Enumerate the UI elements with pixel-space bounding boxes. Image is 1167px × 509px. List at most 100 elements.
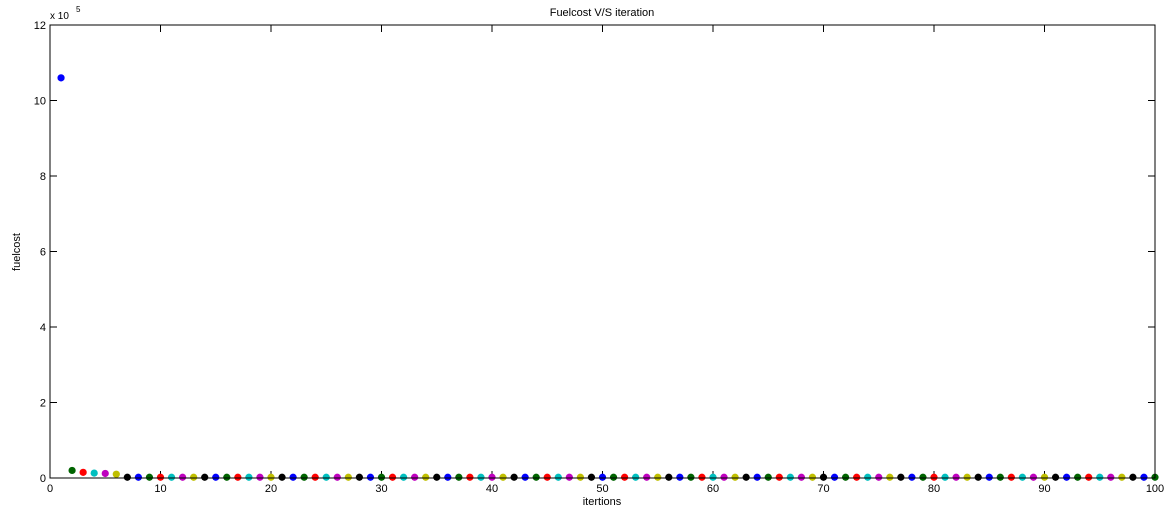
x-tick-label: 100 xyxy=(1146,483,1164,495)
data-point xyxy=(897,473,905,481)
data-point xyxy=(57,74,65,82)
data-point xyxy=(731,473,739,481)
data-point xyxy=(1074,473,1082,481)
y-tick-label: 12 xyxy=(34,20,46,32)
data-point xyxy=(996,473,1004,481)
x-tick-label: 20 xyxy=(265,483,277,495)
y-tick-label: 8 xyxy=(40,171,46,183)
x-tick-label: 70 xyxy=(817,483,829,495)
data-point xyxy=(355,473,363,481)
data-point xyxy=(1040,473,1049,481)
data-point xyxy=(919,473,927,481)
data-point xyxy=(985,473,993,481)
data-point xyxy=(974,473,982,481)
y-axis-label: fuelcost xyxy=(11,233,23,271)
data-point xyxy=(1007,473,1015,481)
data-point xyxy=(68,466,76,475)
y-tick-label: 2 xyxy=(40,398,46,410)
data-point xyxy=(709,473,717,481)
data-point xyxy=(488,473,496,481)
data-point xyxy=(1063,473,1071,481)
data-point xyxy=(90,469,98,477)
data-points xyxy=(57,74,1159,481)
data-point xyxy=(1018,473,1026,481)
data-point xyxy=(134,473,142,481)
data-point xyxy=(245,473,253,481)
data-point xyxy=(687,473,695,481)
data-point xyxy=(179,473,187,481)
x-tick-label: 60 xyxy=(707,483,719,495)
data-point xyxy=(654,473,662,481)
data-point xyxy=(742,473,750,481)
x-tick-label: 0 xyxy=(47,483,53,495)
data-point xyxy=(112,470,120,478)
data-point xyxy=(1107,473,1115,481)
data-point xyxy=(875,473,883,481)
chart-title: Fuelcost V/S iteration xyxy=(550,7,655,19)
data-point xyxy=(388,473,397,481)
data-point xyxy=(598,473,607,481)
data-point xyxy=(510,473,518,481)
data-point xyxy=(753,473,761,481)
data-point xyxy=(587,473,596,481)
data-point xyxy=(886,473,894,481)
data-point xyxy=(1140,473,1148,481)
data-point xyxy=(521,473,529,481)
data-point xyxy=(167,473,176,481)
data-point xyxy=(79,468,87,476)
data-point xyxy=(300,473,308,481)
data-point xyxy=(1085,473,1093,481)
data-point xyxy=(411,473,419,481)
data-point xyxy=(621,473,629,481)
data-point xyxy=(565,473,573,481)
y-tick-label: 6 xyxy=(40,247,46,259)
data-point xyxy=(775,473,783,481)
data-point xyxy=(1118,473,1126,481)
data-point xyxy=(433,473,441,481)
data-point xyxy=(212,473,220,481)
data-point xyxy=(720,473,728,481)
data-point xyxy=(278,473,286,481)
data-point xyxy=(123,473,131,481)
data-point xyxy=(400,473,408,481)
x-tick-label: 50 xyxy=(596,483,608,495)
data-point xyxy=(930,473,938,481)
data-point xyxy=(543,473,551,481)
data-point xyxy=(455,473,463,481)
y-exponent-value: 5 xyxy=(76,5,81,14)
data-point xyxy=(333,473,341,481)
data-point xyxy=(1029,473,1038,481)
data-point xyxy=(234,473,242,481)
data-point xyxy=(808,473,817,481)
data-point xyxy=(819,473,828,481)
data-point xyxy=(156,473,165,481)
data-point xyxy=(444,473,452,481)
x-tick-label: 40 xyxy=(486,483,498,495)
data-point xyxy=(665,473,673,481)
data-point xyxy=(632,473,640,481)
data-point xyxy=(223,473,231,481)
data-point xyxy=(609,473,618,481)
data-point xyxy=(1129,473,1137,481)
data-point xyxy=(764,473,772,481)
data-point xyxy=(576,473,585,481)
data-point xyxy=(908,473,916,481)
data-point xyxy=(499,473,507,481)
data-point xyxy=(466,473,474,481)
data-point xyxy=(830,473,839,481)
data-point xyxy=(864,473,872,481)
data-point xyxy=(797,473,806,481)
x-tick-label: 80 xyxy=(928,483,940,495)
y-exponent-label: x 10 xyxy=(50,11,69,22)
data-point xyxy=(963,473,971,481)
data-point xyxy=(676,473,684,481)
data-point xyxy=(190,473,198,481)
data-point xyxy=(554,473,562,481)
data-point xyxy=(477,473,485,481)
data-point xyxy=(786,473,794,481)
data-point xyxy=(366,473,375,481)
data-point xyxy=(422,473,430,481)
data-point xyxy=(842,473,850,481)
data-point xyxy=(256,473,264,481)
